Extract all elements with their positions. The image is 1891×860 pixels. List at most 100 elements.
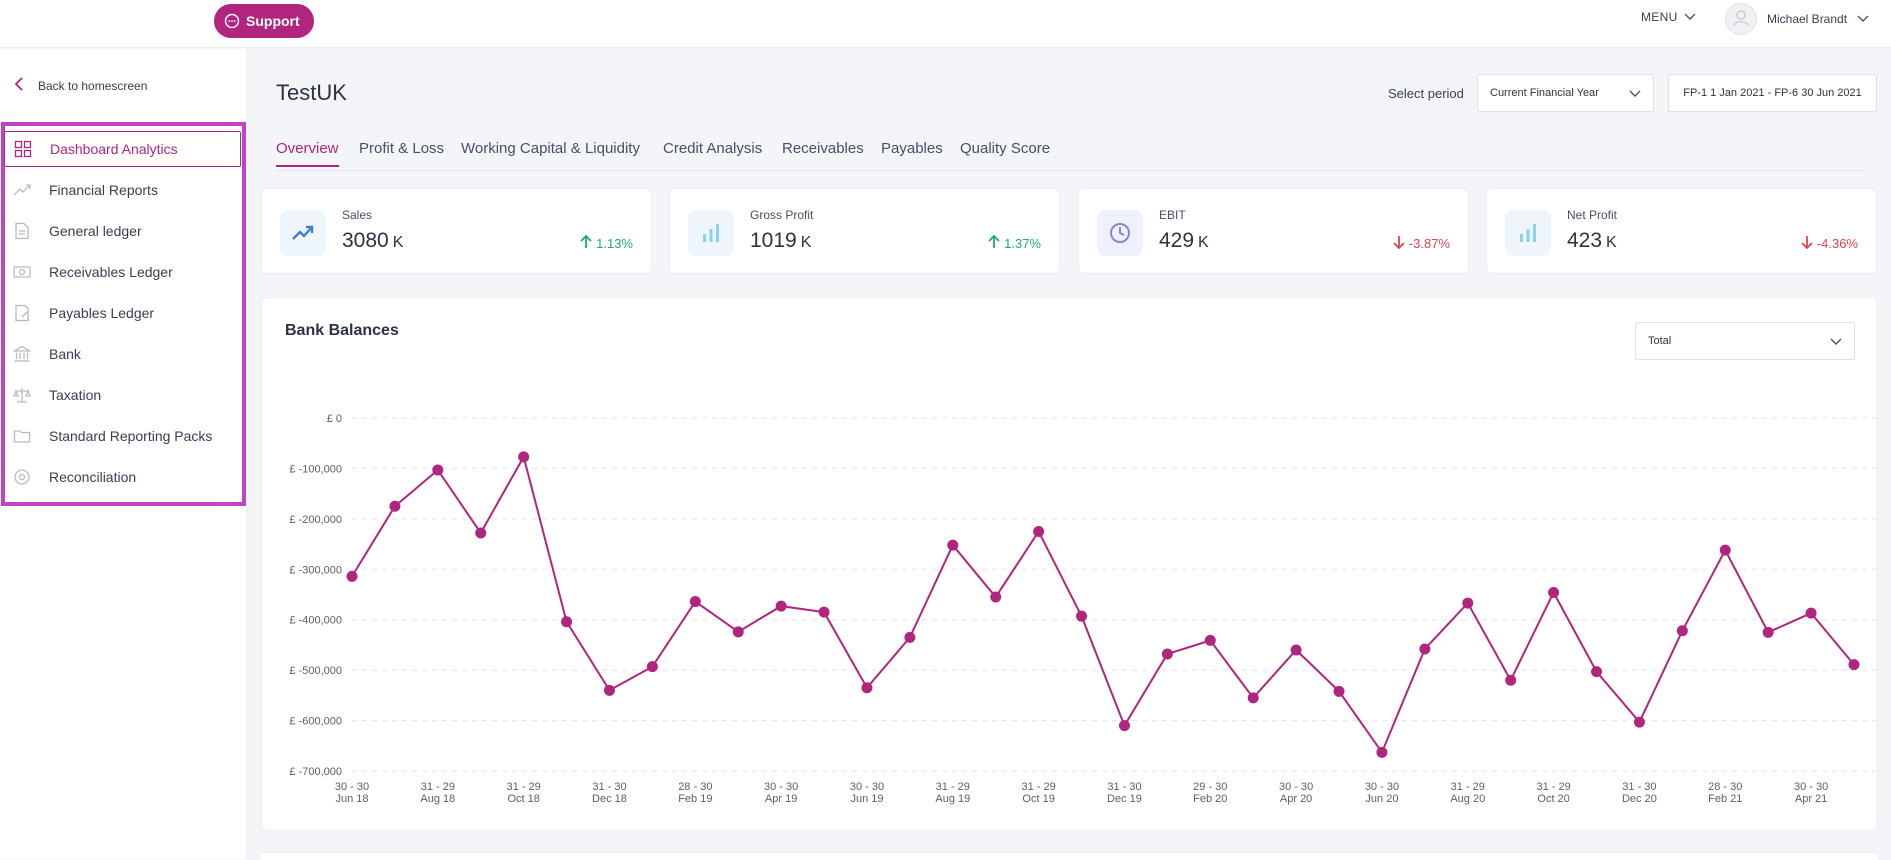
data-point[interactable] — [689, 596, 701, 608]
chart-series-select-value: Total — [1648, 335, 1672, 347]
data-point[interactable] — [990, 591, 1002, 603]
x-tick-label: Apr 19 — [765, 793, 797, 805]
data-point[interactable] — [775, 600, 787, 612]
kpi-value: 1019 K — [750, 229, 812, 252]
x-tick-label: Dec 19 — [1107, 793, 1142, 805]
tab-payables[interactable]: Payables — [881, 140, 943, 157]
sidebar-item-receivables-ledger[interactable]: Receivables Ledger — [10, 254, 241, 290]
document-icon — [13, 222, 31, 240]
data-point[interactable] — [1161, 648, 1173, 660]
sidebar-item-label: Reconciliation — [49, 469, 137, 485]
period-label: Select period — [1388, 86, 1464, 101]
kpi-label: Net Profit — [1567, 208, 1618, 222]
data-point[interactable] — [1376, 746, 1388, 758]
data-point[interactable] — [1204, 634, 1216, 646]
x-tick-label: Oct 20 — [1537, 793, 1569, 805]
data-point[interactable] — [1118, 720, 1130, 732]
tab-profit-loss[interactable]: Profit & Loss — [359, 140, 445, 157]
x-tick-label: Aug 18 — [420, 793, 455, 805]
tab-receivables[interactable]: Receivables — [782, 140, 864, 157]
data-point[interactable] — [818, 606, 830, 618]
data-point[interactable] — [732, 626, 744, 638]
y-tick-label: £ -400,000 — [289, 615, 342, 627]
sidebar-item-label: Dashboard Analytics — [50, 141, 178, 157]
x-tick-label: 30 - 30 — [1794, 781, 1828, 793]
data-point[interactable] — [1247, 692, 1259, 704]
x-tick-label: 31 - 30 — [1622, 781, 1656, 793]
x-tick-label: Apr 21 — [1795, 793, 1827, 805]
sidebar-item-financial-reports[interactable]: Financial Reports — [10, 172, 241, 208]
tab-quality-score[interactable]: Quality Score — [960, 140, 1051, 157]
data-point[interactable] — [1591, 666, 1603, 678]
x-tick-label: Feb 20 — [1193, 793, 1227, 805]
data-point[interactable] — [1462, 597, 1474, 609]
sidebar-item-dashboard-analytics[interactable]: Dashboard Analytics — [4, 131, 241, 167]
kpi-value: 423 K — [1567, 229, 1617, 252]
data-point[interactable] — [1676, 625, 1688, 637]
data-point[interactable] — [346, 570, 358, 582]
data-point[interactable] — [432, 464, 444, 476]
data-point[interactable] — [518, 451, 530, 463]
sidebar-item-label: Bank — [49, 346, 81, 362]
chevron-left-icon — [14, 77, 24, 94]
data-point[interactable] — [1805, 607, 1817, 619]
period-range-field[interactable]: FP-1 1 Jan 2021 - FP-6 30 Jun 2021 — [1668, 74, 1877, 112]
chevron-down-icon — [1830, 337, 1842, 349]
data-point[interactable] — [1633, 716, 1645, 728]
sidebar-item-bank[interactable]: Bank — [10, 336, 241, 372]
period-range-value: FP-1 1 Jan 2021 - FP-6 30 Jun 2021 — [1683, 87, 1862, 99]
data-point[interactable] — [1762, 626, 1774, 638]
user-menu[interactable]: Michael Brandt — [1725, 3, 1869, 35]
data-point[interactable] — [603, 684, 615, 696]
data-point[interactable] — [1033, 525, 1045, 537]
tab-working-capital-liquidity[interactable]: Working Capital & Liquidity — [461, 140, 640, 157]
tab-overview[interactable]: Overview — [276, 140, 339, 167]
data-point[interactable] — [1290, 644, 1302, 656]
sidebar-item-general-ledger[interactable]: General ledger — [10, 213, 241, 249]
menu-button[interactable]: MENU — [1641, 10, 1696, 24]
bank-balances-card: Bank Balances Total £ 0 £ -100,000 £ -200,… — [261, 297, 1878, 831]
data-point[interactable] — [1333, 685, 1345, 697]
x-tick-label: 30 - 30 — [850, 781, 884, 793]
y-tick-label: £ -500,000 — [289, 665, 342, 677]
kpi-unit: K — [1606, 234, 1617, 251]
x-tick-label: 28 - 30 — [678, 781, 712, 793]
period-select[interactable]: Current Financial Year — [1477, 74, 1654, 112]
data-point[interactable] — [1719, 544, 1731, 556]
kpi-label: Gross Profit — [750, 208, 814, 222]
sidebar-item-taxation[interactable]: Taxation — [10, 377, 241, 413]
data-point[interactable] — [904, 631, 916, 643]
data-point[interactable] — [389, 500, 401, 512]
x-tick-label: Oct 19 — [1022, 793, 1054, 805]
data-point[interactable] — [861, 682, 873, 694]
x-tick-label: Aug 19 — [935, 793, 970, 805]
x-tick-label: Jun 19 — [850, 793, 883, 805]
kpi-delta: -4.36% — [1801, 235, 1858, 252]
x-tick-label: Dec 18 — [592, 793, 627, 805]
data-point[interactable] — [947, 539, 959, 551]
data-point[interactable] — [1076, 610, 1088, 622]
data-point[interactable] — [646, 661, 658, 673]
data-point[interactable] — [1419, 643, 1431, 655]
back-label: Back to homescreen — [38, 78, 148, 93]
arrow-down-icon — [1801, 235, 1813, 252]
sidebar-item-payables-ledger[interactable]: Payables Ledger — [10, 295, 241, 331]
data-point[interactable] — [1548, 586, 1560, 598]
tab-credit-analysis[interactable]: Credit Analysis — [663, 140, 763, 157]
x-tick-label: Jun 18 — [335, 793, 368, 805]
x-tick-label: Feb 19 — [678, 793, 712, 805]
cash-icon — [13, 263, 31, 281]
support-button[interactable]: Support — [214, 4, 314, 38]
chart-series-select[interactable]: Total — [1635, 322, 1855, 360]
data-point[interactable] — [1848, 659, 1860, 671]
tab-bar: Overview Profit & Loss Working Capital &… — [276, 136, 1866, 171]
back-to-homescreen-link[interactable]: Back to homescreen — [14, 77, 147, 94]
data-point[interactable] — [475, 527, 487, 539]
data-point[interactable] — [1505, 674, 1517, 686]
data-point[interactable] — [561, 616, 573, 628]
y-tick-label: £ -100,000 — [289, 463, 342, 475]
arrow-up-icon — [988, 234, 1000, 252]
scales-icon — [13, 386, 31, 404]
sidebar-item-reconciliation[interactable]: Reconciliation — [10, 459, 241, 495]
sidebar-item-standard-reporting-packs[interactable]: Standard Reporting Packs — [10, 418, 241, 454]
